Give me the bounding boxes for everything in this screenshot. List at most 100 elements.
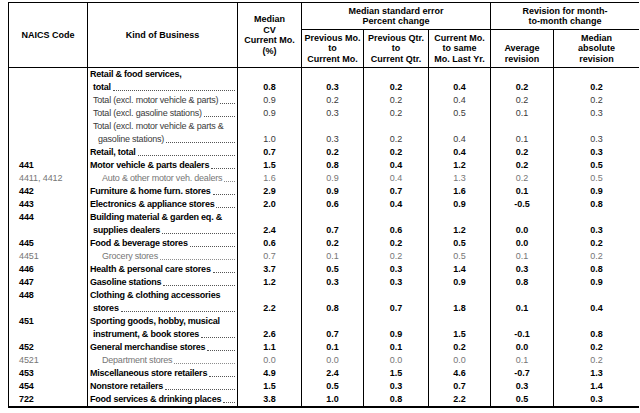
median-absolute-revision-cell <box>554 68 639 81</box>
se-prev-mo-cell: 0.3 <box>302 133 364 146</box>
kind-of-business-label: Total (excl. motor vehicle & parts) <box>93 94 218 107</box>
kind-of-business-cell: Motor vehicle & parts dealers <box>88 159 238 172</box>
kind-of-business-label: Nonstore retailers <box>90 380 163 393</box>
kind-of-business-label: Miscellaneous store retailers <box>90 367 207 380</box>
median-absolute-revision-cell: 0.2 <box>554 81 639 94</box>
se-curr-mo-last-yr-cell: 1.3 <box>429 172 491 185</box>
se-curr-mo-last-yr-cell: 1.6 <box>429 185 491 198</box>
se-prev-qtr-cell: 0.2 <box>364 146 429 159</box>
table-row: 722Food services & drinking places3.81.0… <box>9 393 639 406</box>
se-curr-mo-last-yr-cell: 1.2 <box>429 159 491 172</box>
naics-code-cell <box>9 81 88 94</box>
se-prev-qtr-cell: 0.3 <box>364 380 429 393</box>
kind-of-business-label: total <box>93 81 111 94</box>
kind-of-business-cell: Retail & food services, <box>88 68 238 81</box>
table-row: 444Building material & garden eq. & <box>9 211 639 224</box>
se-curr-mo-last-yr-cell: 0.4 <box>429 94 491 107</box>
se-prev-qtr-cell: 0.0 <box>364 354 429 367</box>
naics-code-cell <box>9 302 88 315</box>
median-cv-cell: 0.6 <box>238 237 302 250</box>
average-revision-cell: 0.1 <box>491 107 554 120</box>
se-curr-mo-last-yr-cell <box>429 289 491 302</box>
se-prev-mo-cell: 0.3 <box>302 107 364 120</box>
naics-code-cell <box>9 328 88 341</box>
se-prev-mo-cell: 0.5 <box>302 380 364 393</box>
average-revision-cell: -0.7 <box>491 367 554 380</box>
se-curr-mo-last-yr-cell: 0.9 <box>429 198 491 211</box>
se-curr-mo-last-yr-cell: 1.8 <box>429 302 491 315</box>
median-cv-cell: 3.8 <box>238 393 302 406</box>
se-prev-mo-cell <box>302 120 364 133</box>
se-curr-mo-last-yr-cell <box>429 211 491 224</box>
naics-code-cell: 446 <box>9 263 88 276</box>
naics-code-cell <box>9 120 88 133</box>
dot-leader <box>224 181 235 182</box>
se-curr-mo-last-yr-cell: 0.5 <box>429 250 491 263</box>
dot-leader <box>160 259 235 260</box>
median-absolute-revision-cell <box>554 289 639 302</box>
kind-of-business-cell: Sporting goods, hobby, musical <box>88 315 238 328</box>
se-prev-qtr-cell <box>364 211 429 224</box>
se-prev-qtr-cell <box>364 315 429 328</box>
se-prev-qtr-cell: 0.2 <box>364 237 429 250</box>
kind-of-business-label: Electronics & appliance stores <box>90 198 214 211</box>
se-prev-mo-cell: 1.0 <box>302 393 364 406</box>
se-prev-qtr-cell: 0.7 <box>364 302 429 315</box>
median-absolute-revision-cell: 0.5 <box>554 172 639 185</box>
kind-of-business-label: Motor vehicle & parts dealers <box>90 159 209 172</box>
se-prev-qtr-cell: 0.4 <box>364 172 429 185</box>
naics-code-cell: 454 <box>9 380 88 393</box>
kind-of-business-cell: Clothing & clothing accessories <box>88 289 238 302</box>
se-prev-qtr-cell: 0.8 <box>364 393 429 406</box>
group-header-median-standard-error: Median standard errorPercent change <box>302 3 491 30</box>
median-absolute-revision-cell: 1.3 <box>554 367 639 380</box>
se-prev-qtr-cell: 0.7 <box>364 185 429 198</box>
kind-of-business-label: Total (excl. motor vehicle & parts & <box>93 120 224 133</box>
se-curr-mo-last-yr-cell: 1.5 <box>429 328 491 341</box>
kind-of-business-cell: Furniture & home furn. stores <box>88 185 238 198</box>
kind-of-business-cell: Total (excl. motor vehicle & parts & <box>88 120 238 133</box>
median-cv-cell: 2.4 <box>238 224 302 237</box>
naics-code-cell: 4411, 4412 <box>9 172 88 185</box>
se-prev-mo-cell: 0.3 <box>302 81 364 94</box>
reliability-statistics-table: NAICS Code Kind of Business MedianCVCurr… <box>8 2 639 408</box>
kind-of-business-label: Gasoline stations <box>90 276 161 289</box>
se-prev-mo-cell: 0.1 <box>302 250 364 263</box>
header-line: to <box>392 43 401 54</box>
table-row: instrument, & book stores2.60.70.91.5-0.… <box>9 328 639 341</box>
table-row: Total (excl. motor vehicle & parts)0.90.… <box>9 94 639 107</box>
median-cv-cell: 2.2 <box>238 302 302 315</box>
kind-of-business-cell: Department stores <box>88 354 238 367</box>
kind-of-business-label: Furniture & home furn. stores <box>90 185 211 198</box>
naics-code-cell: 448 <box>9 289 88 302</box>
header-line: to-month change <box>529 16 602 27</box>
median-cv-cell <box>238 289 302 302</box>
median-absolute-revision-cell: 0.2 <box>554 94 639 107</box>
dot-leader <box>190 246 235 247</box>
se-curr-mo-last-yr-cell: 0.5 <box>429 237 491 250</box>
average-revision-cell <box>491 68 554 81</box>
kind-of-business-label: Retail, total <box>90 146 136 159</box>
average-revision-cell: 0.3 <box>491 380 554 393</box>
se-prev-mo-cell: 0.2 <box>302 237 364 250</box>
median-absolute-revision-cell: 0.3 <box>554 133 639 146</box>
se-curr-mo-last-yr-cell: 0.5 <box>429 107 491 120</box>
column-header-current-mo-to-same-mo-last-yr: Current Mo.to sameMo. Last Yr. <box>429 30 491 67</box>
median-absolute-revision-cell: 0.3 <box>554 393 639 406</box>
se-curr-mo-last-yr-cell: 0.4 <box>429 133 491 146</box>
se-curr-mo-last-yr-cell: 4.6 <box>429 367 491 380</box>
table-row: total0.80.30.20.40.20.2 <box>9 81 639 94</box>
naics-code-cell: 4451 <box>9 250 88 263</box>
table-row: 446Health & personal care stores3.70.50.… <box>9 263 639 276</box>
se-curr-mo-last-yr-cell <box>429 315 491 328</box>
median-absolute-revision-cell: 0.5 <box>554 159 639 172</box>
se-prev-qtr-cell <box>364 289 429 302</box>
average-revision-cell <box>491 120 554 133</box>
kind-of-business-cell: supplies dealers <box>88 224 238 237</box>
table-row: 442Furniture & home furn. stores2.90.90.… <box>9 185 639 198</box>
se-prev-mo-cell: 0.1 <box>302 341 364 354</box>
se-prev-mo-cell: 0.9 <box>302 185 364 198</box>
se-curr-mo-last-yr-cell: 2.2 <box>429 393 491 406</box>
se-prev-mo-cell: 0.5 <box>302 263 364 276</box>
median-cv-cell: 0.7 <box>238 146 302 159</box>
